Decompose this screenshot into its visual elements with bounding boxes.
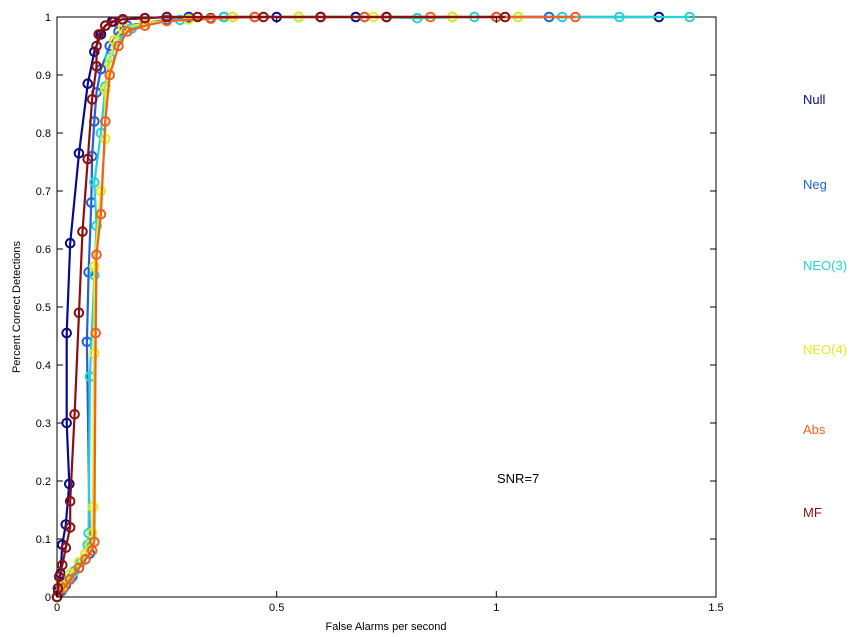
data-point-mf — [73, 307, 85, 319]
legend-item-label: Neg — [803, 177, 827, 192]
data-point-mf — [381, 11, 392, 23]
series-layer — [51, 11, 695, 603]
data-point-mf — [91, 61, 102, 72]
snr-annotation: SNR=7 — [497, 471, 539, 486]
data-point-abs — [205, 13, 217, 25]
data-point-mf — [117, 14, 129, 25]
ticks-layer: 0 0.5 1 1.5 0 0.1 0.2 0.3 0.4 0.5 0.6 0.7 0.8 0.9 1 — [36, 12, 724, 614]
data-point-mf — [139, 12, 151, 24]
data-point-mf — [82, 153, 94, 165]
data-point-mf — [64, 496, 76, 507]
data-point-mf — [53, 571, 65, 583]
y-axis-label: Percent Correct Detections — [11, 240, 23, 373]
data-point-null — [89, 46, 100, 58]
data-point-neo-4 — [87, 501, 99, 513]
legend-item-label: MF — [803, 505, 822, 520]
y-tick-label: 0.9 — [36, 70, 51, 82]
data-point-abs — [570, 11, 581, 23]
y-tick-label: 1 — [45, 12, 51, 24]
y-tick-label: 0.4 — [36, 360, 51, 372]
data-point-abs — [80, 554, 91, 565]
data-point-abs — [73, 562, 85, 574]
y-tick-label: 0.6 — [36, 244, 51, 256]
series-line-mf — [55, 15, 506, 598]
data-point-abs — [58, 583, 69, 594]
data-point-abs — [104, 69, 116, 81]
x-tick-label: 1 — [493, 602, 499, 614]
y-tick-label: 0 — [45, 592, 51, 604]
x-axis-label: False Alarms per second — [325, 621, 446, 633]
x-tick-label: 0.5 — [269, 602, 284, 614]
y-tick-label: 0.2 — [36, 476, 51, 488]
data-point-abs — [90, 327, 101, 339]
data-point-mf — [258, 11, 269, 23]
data-point-null — [64, 478, 75, 490]
x-tick-label: 1.5 — [708, 602, 723, 614]
data-point-abs — [89, 536, 100, 548]
data-point-mf — [64, 522, 76, 533]
data-point-mf — [69, 409, 80, 420]
data-point-neo-3 — [684, 11, 695, 23]
data-point-abs — [113, 40, 124, 52]
data-point-neo-3 — [411, 12, 423, 24]
legend-item-label: Null — [803, 92, 826, 107]
y-tick-label: 0.7 — [36, 186, 51, 198]
plot-area — [56, 16, 717, 598]
data-point-abs — [91, 249, 102, 261]
data-point-mf — [60, 542, 72, 554]
legend-item-label: NEO(4) — [803, 342, 847, 357]
data-point-neo-4 — [89, 261, 100, 272]
legend: Null Neg NEO(3) NEO(4) Abs MF — [803, 92, 847, 520]
data-point-mf — [93, 29, 105, 40]
data-point-abs — [139, 20, 151, 32]
data-point-neo-3 — [614, 11, 625, 23]
data-point-neg — [83, 266, 94, 278]
y-tick-label: 0.1 — [36, 534, 51, 546]
y-tick-label: 0.3 — [36, 418, 51, 430]
data-point-mf — [315, 11, 326, 23]
data-point-null — [73, 148, 85, 159]
data-point-abs — [100, 116, 111, 127]
data-point-null — [82, 78, 94, 89]
data-point-abs — [121, 26, 133, 37]
data-point-neo-3 — [89, 177, 100, 188]
data-point-abs — [64, 574, 76, 585]
data-point-mf — [52, 583, 64, 594]
y-tick-label: 0.5 — [36, 302, 51, 314]
data-point-mf — [77, 226, 88, 237]
data-point-mf — [100, 20, 111, 32]
y-tick-label: 0.8 — [36, 128, 51, 140]
series-mf — [51, 11, 511, 603]
data-point-mf — [161, 11, 173, 23]
data-point-mf — [91, 40, 102, 52]
data-point-null — [64, 237, 76, 249]
data-point-abs — [95, 208, 107, 220]
data-point-mf — [56, 559, 68, 571]
data-point-mf — [86, 94, 98, 105]
data-point-null — [61, 327, 72, 339]
data-point-neo-4 — [89, 348, 100, 359]
x-tick-label: 0 — [54, 602, 60, 614]
data-point-mf — [499, 11, 511, 23]
legend-item-label: Abs — [803, 422, 826, 437]
data-point-neo-4 — [100, 84, 111, 95]
legend-item-label: NEO(3) — [803, 258, 847, 273]
data-point-mf — [192, 11, 203, 23]
